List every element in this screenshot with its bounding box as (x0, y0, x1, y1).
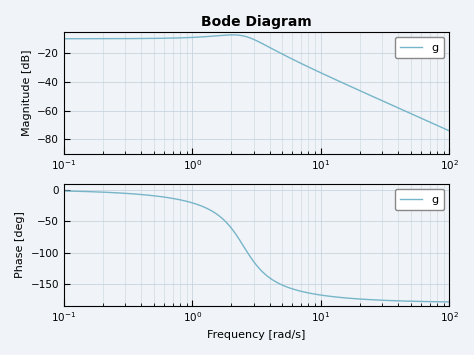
Title: Bode Diagram: Bode Diagram (201, 15, 312, 29)
Y-axis label: Magnitude [dB]: Magnitude [dB] (22, 49, 32, 136)
X-axis label: Frequency [rad/s]: Frequency [rad/s] (208, 330, 306, 340)
Legend: g: g (394, 189, 444, 210)
Y-axis label: Phase [deg]: Phase [deg] (15, 211, 25, 278)
Legend: g: g (394, 37, 444, 58)
